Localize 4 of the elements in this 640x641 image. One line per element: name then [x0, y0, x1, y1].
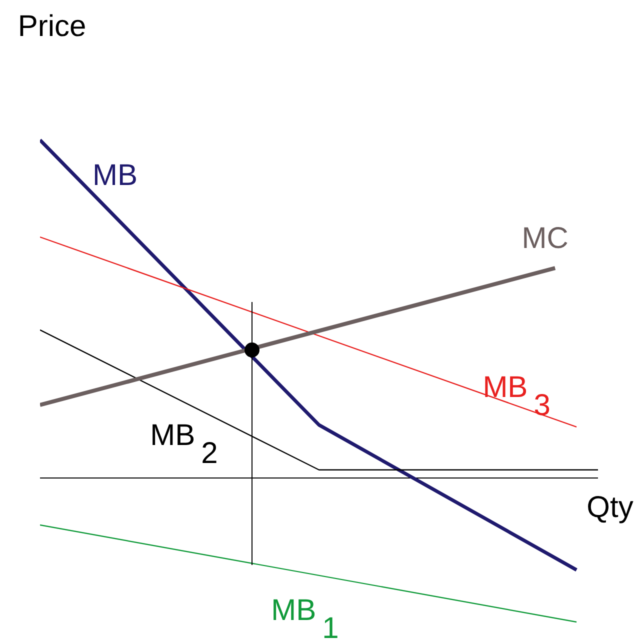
series-label: MB	[92, 159, 138, 192]
y-axis-title: Price	[18, 10, 86, 43]
x-axis-title: Qty	[586, 491, 634, 524]
series-label: MC	[522, 222, 568, 256]
